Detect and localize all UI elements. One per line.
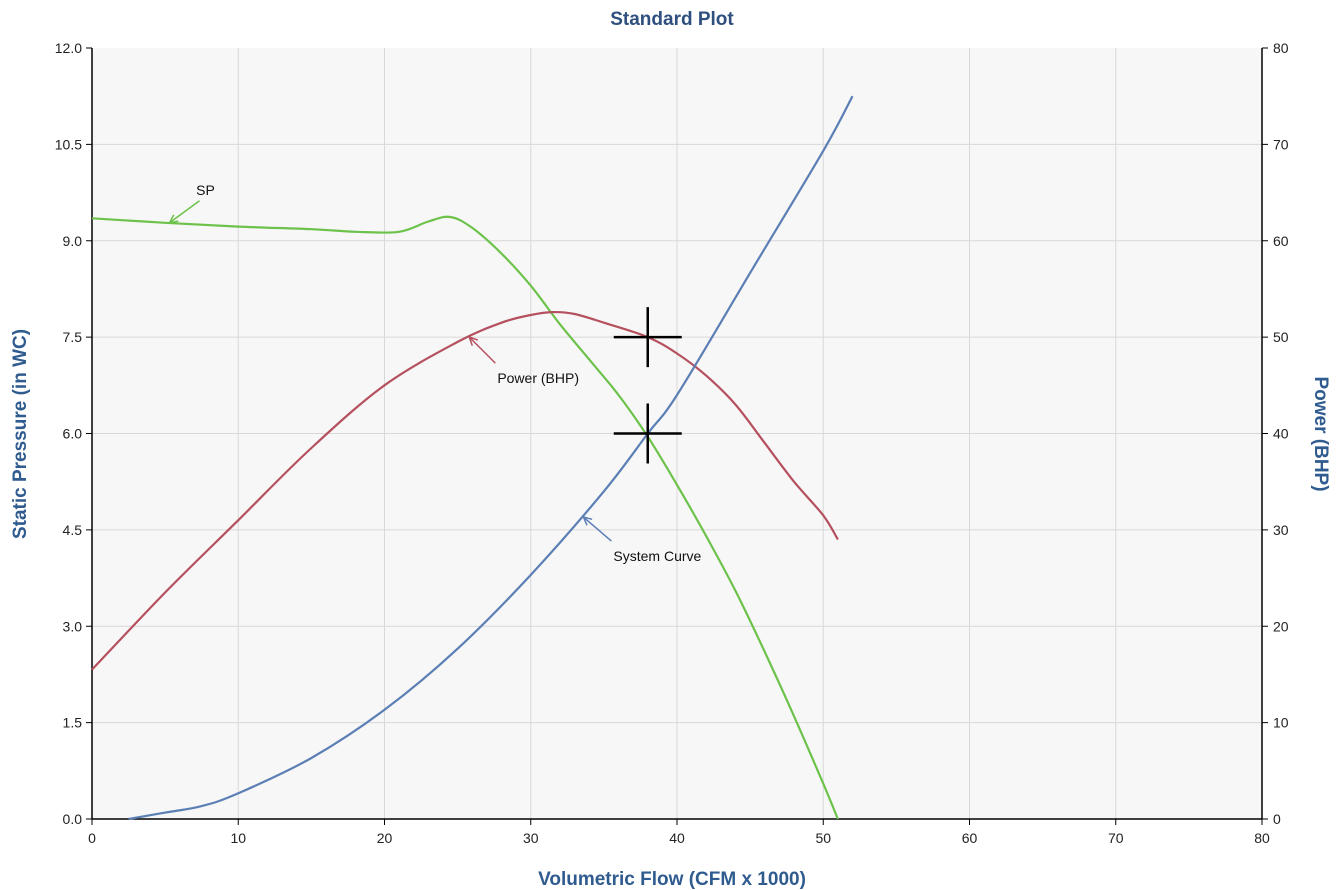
- x-tick-label: 60: [962, 830, 978, 846]
- x-tick-label: 20: [377, 830, 393, 846]
- y-axis-right-label: Power (BHP): [1310, 376, 1331, 491]
- series-power-line: [91, 310, 839, 671]
- annotation-arrowhead: [468, 335, 479, 346]
- x-tick-label: 50: [815, 830, 831, 846]
- y-left-tick-label: 4.5: [63, 522, 83, 538]
- y-left-tick-label: 0.0: [63, 811, 83, 827]
- y-left-tick-label: 6.0: [63, 426, 83, 442]
- y-right-tick-label: 80: [1273, 40, 1289, 56]
- series-sp-line: [91, 215, 839, 820]
- y-axis-left-label: Static Pressure (in WC): [10, 329, 31, 539]
- y-right-tick-label: 60: [1273, 233, 1289, 249]
- y-right-tick-label: 50: [1273, 329, 1289, 345]
- annotation-label: Power (BHP): [497, 370, 579, 386]
- y-left-tick-label: 7.5: [63, 329, 83, 345]
- operating-point-markers: [613, 307, 682, 464]
- x-axis-label: Volumetric Flow (CFM x 1000): [538, 869, 806, 890]
- y-right-tick-label: 20: [1273, 618, 1289, 634]
- x-tick-label: 80: [1254, 830, 1270, 846]
- y-left-tick-label: 12.0: [55, 40, 82, 56]
- annotation-label: System Curve: [613, 548, 701, 564]
- x-tick-label: 10: [230, 830, 246, 846]
- series-system-curve-line: [128, 95, 854, 821]
- y-left-tick-label: 10.5: [55, 136, 82, 152]
- y-right-tick-label: 10: [1273, 715, 1289, 731]
- tick-labels: 0 10 20 30 40 50 60 70 80 0.0 1.5 3.0 4.5 6.0 7.5 9.0 10…: [55, 40, 1289, 846]
- annotations: SP Power (BHP) System Curve: [168, 182, 702, 564]
- y-right-tick-label: 70: [1273, 136, 1289, 152]
- x-tick-label: 0: [88, 830, 96, 846]
- y-left-tick-label: 3.0: [63, 618, 83, 634]
- annotation-arrow: [468, 336, 496, 364]
- y-right-tick-label: 0: [1273, 811, 1281, 827]
- y-left-tick-label: 9.0: [63, 233, 83, 249]
- y-right-tick-label: 30: [1273, 522, 1289, 538]
- chart-title: Standard Plot: [610, 9, 734, 30]
- annotation-arrowhead: [582, 515, 593, 526]
- series-layer: [91, 95, 854, 821]
- x-tick-label: 30: [523, 830, 539, 846]
- x-tick-label: 40: [669, 830, 685, 846]
- y-right-tick-label: 40: [1273, 426, 1289, 442]
- y-left-tick-label: 1.5: [63, 715, 83, 731]
- annotation-arrowhead: [168, 214, 179, 224]
- annotation-arrow: [169, 200, 200, 224]
- annotation-arrow: [582, 516, 612, 542]
- x-tick-label: 70: [1108, 830, 1124, 846]
- annotation-label: SP: [196, 182, 215, 198]
